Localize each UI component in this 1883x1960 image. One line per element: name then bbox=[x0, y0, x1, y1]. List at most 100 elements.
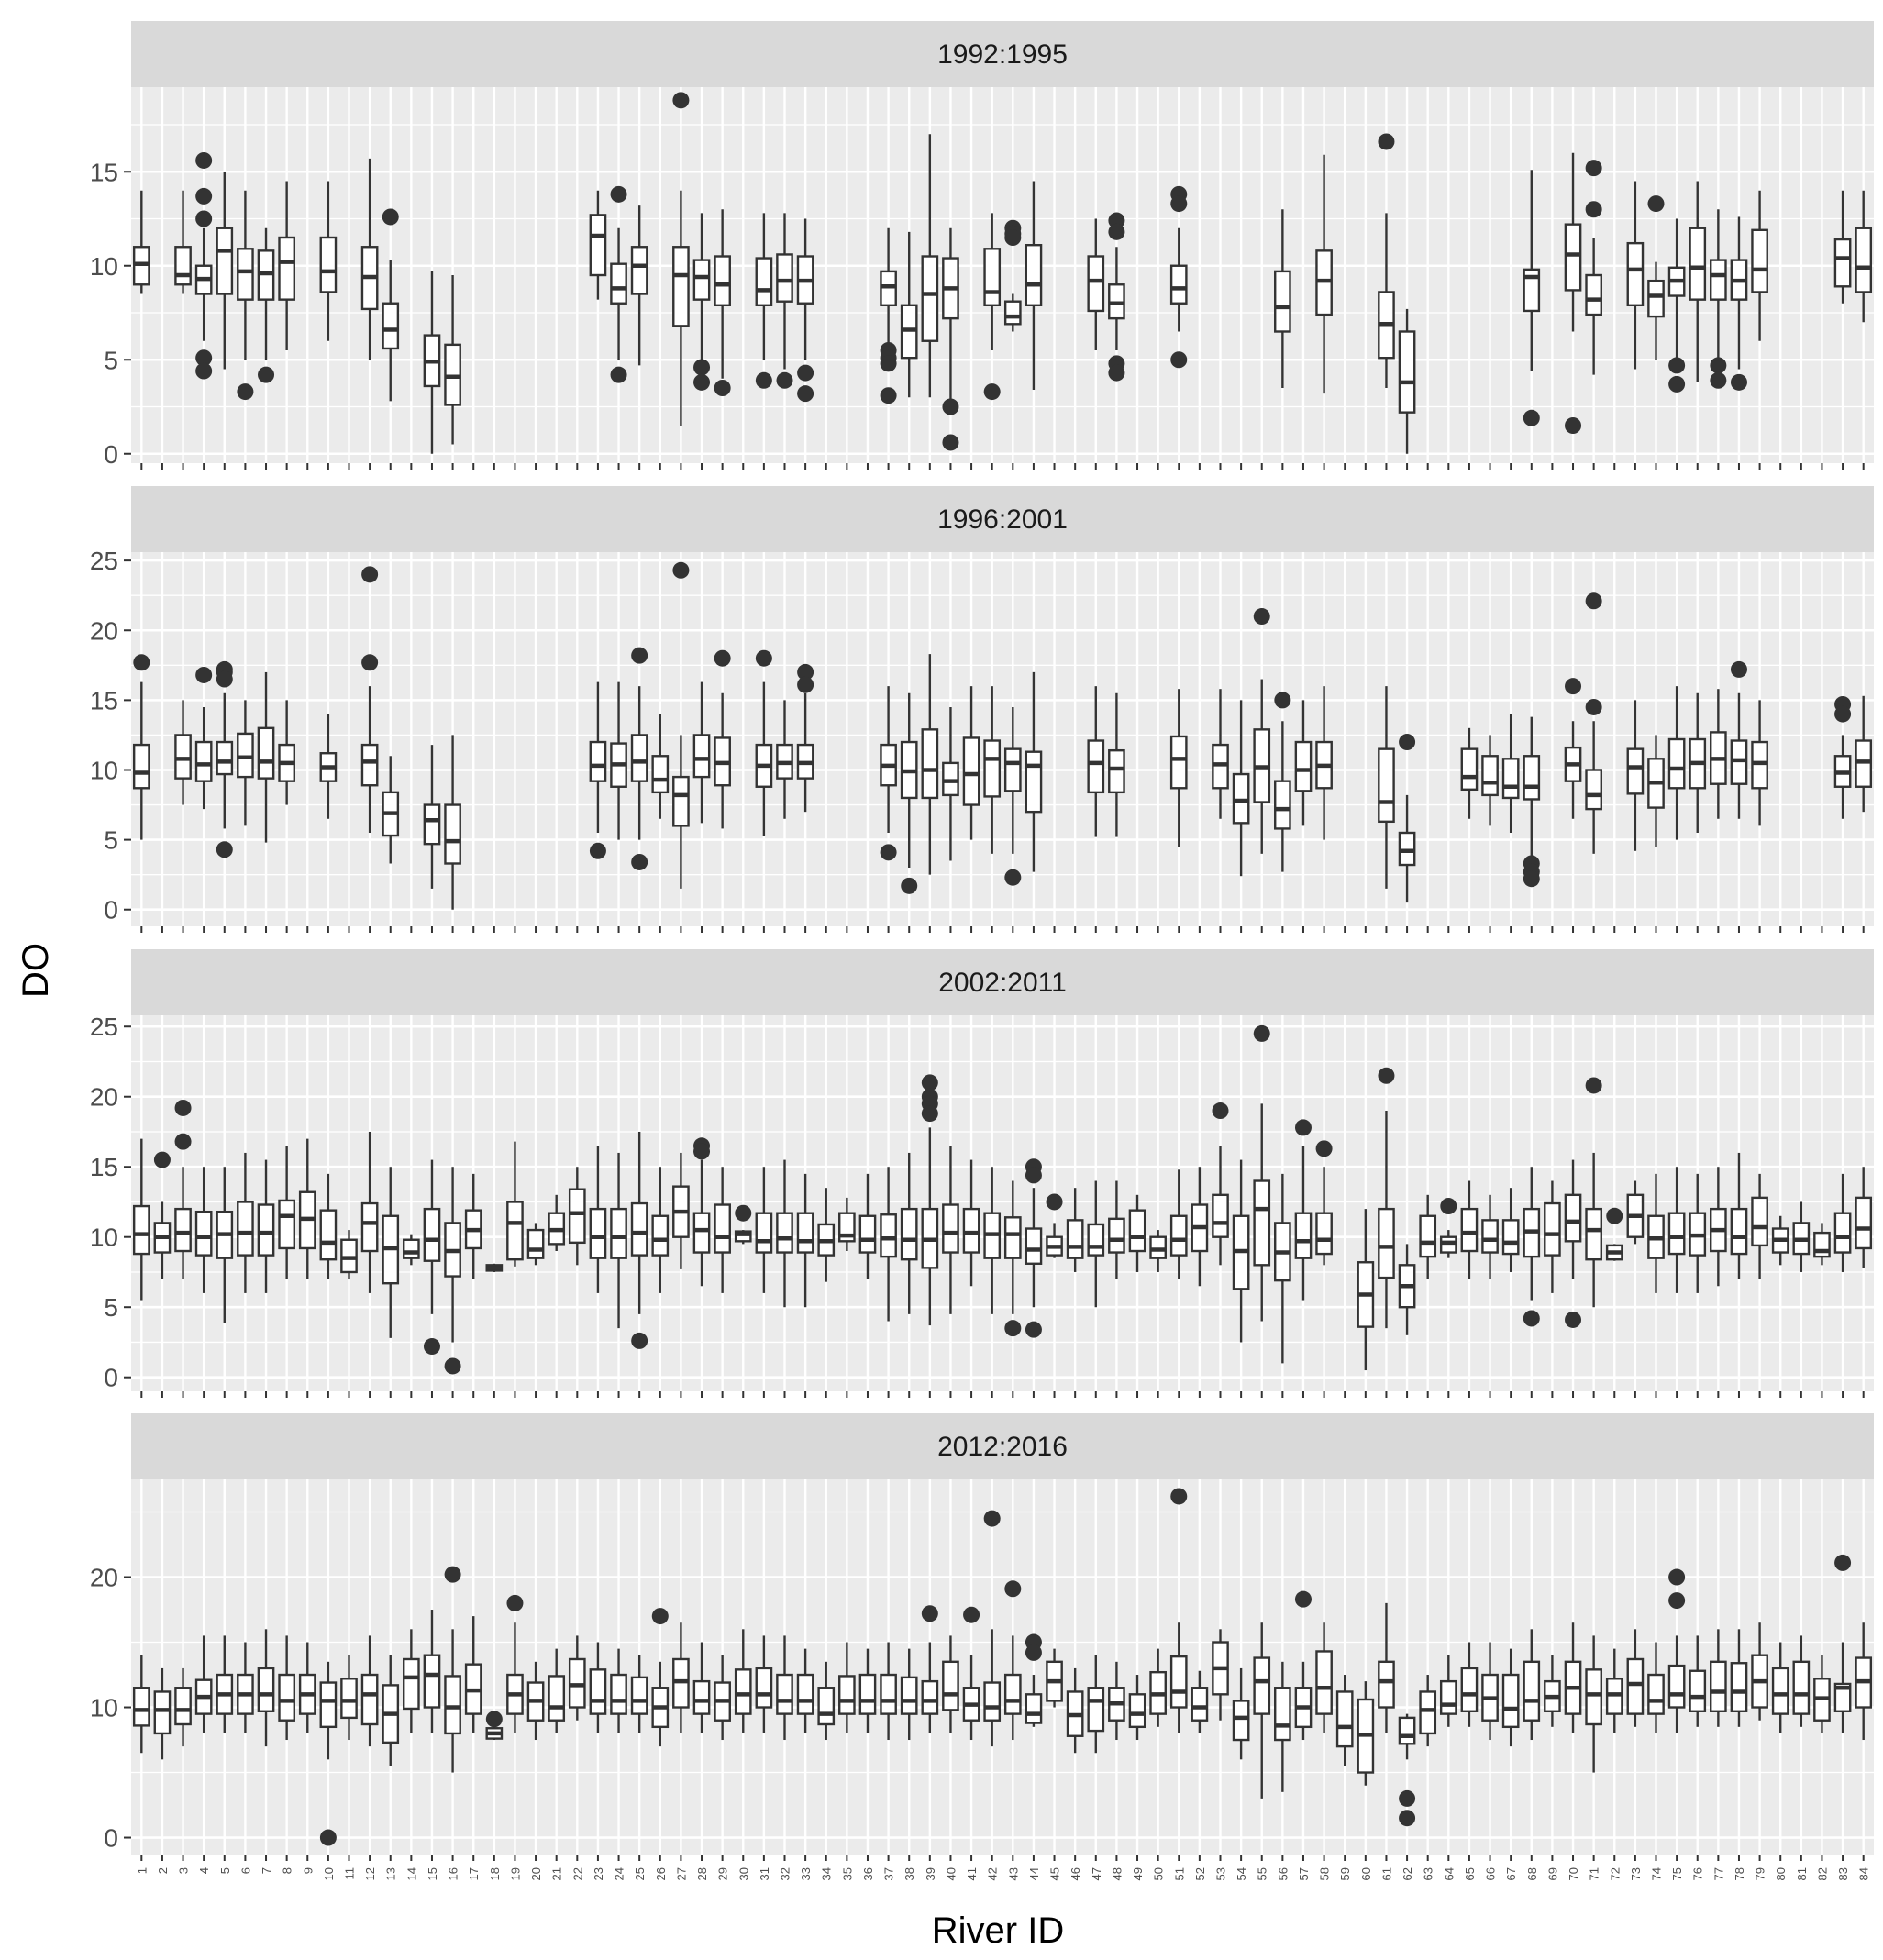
box-iqr bbox=[548, 1675, 566, 1722]
box-iqr bbox=[983, 1681, 1002, 1722]
box-river-17 bbox=[464, 1616, 482, 1733]
x-tick-label: 61 bbox=[1379, 1867, 1393, 1880]
box-river-61 bbox=[1378, 1067, 1395, 1329]
box-river-50 bbox=[1149, 1230, 1167, 1272]
outlier-point bbox=[1585, 592, 1602, 610]
box-river-42 bbox=[983, 1510, 1002, 1747]
outlier-point bbox=[1668, 1592, 1686, 1610]
box-iqr bbox=[1460, 1667, 1479, 1712]
x-tick-label: 34 bbox=[820, 1867, 834, 1880]
outlier-point bbox=[216, 841, 233, 858]
box-iqr bbox=[1025, 1227, 1043, 1265]
box-iqr bbox=[1169, 1655, 1188, 1709]
box-river-62 bbox=[1398, 1244, 1416, 1335]
box-iqr bbox=[1378, 1660, 1395, 1709]
box-river-20 bbox=[526, 1661, 545, 1741]
box-river-31 bbox=[755, 1635, 773, 1733]
box-river-24 bbox=[610, 681, 627, 840]
box-iqr bbox=[1833, 1212, 1852, 1254]
outlier-point bbox=[672, 92, 690, 109]
outlier-point bbox=[1585, 698, 1602, 715]
box-iqr bbox=[1481, 755, 1499, 797]
outlier-point bbox=[1730, 660, 1747, 678]
box-iqr bbox=[340, 1678, 358, 1720]
outlier-point bbox=[506, 1594, 524, 1611]
box-iqr bbox=[1232, 772, 1250, 825]
box-river-6 bbox=[237, 1642, 254, 1733]
box-iqr bbox=[1585, 769, 1602, 811]
box-river-4 bbox=[194, 666, 213, 810]
outlier-point bbox=[1170, 351, 1188, 369]
box-iqr bbox=[194, 1210, 213, 1257]
box-river-2 bbox=[153, 1151, 172, 1279]
box-iqr bbox=[755, 1212, 773, 1254]
outlier-point bbox=[1108, 212, 1125, 229]
panel-background bbox=[131, 552, 1874, 926]
box-river-69 bbox=[1544, 1180, 1561, 1293]
y-tick-label: 15 bbox=[90, 686, 118, 714]
box-river-73 bbox=[1626, 181, 1645, 370]
box-river-55 bbox=[1253, 1622, 1271, 1799]
box-river-69 bbox=[1544, 1655, 1561, 1727]
x-tick-label: 7 bbox=[260, 1867, 273, 1874]
box-iqr bbox=[589, 1668, 607, 1715]
box-iqr bbox=[174, 1207, 192, 1253]
box-river-21 bbox=[548, 1648, 566, 1733]
box-river-47 bbox=[1087, 218, 1105, 350]
box-river-10 bbox=[319, 181, 338, 341]
x-tick-label: 73 bbox=[1629, 1867, 1643, 1880]
outlier-point bbox=[174, 1099, 192, 1116]
box-river-11 bbox=[340, 1230, 358, 1279]
facet-panel: 2002:2011 0 5 10 15 20 25 bbox=[90, 949, 1874, 1398]
outlier-point bbox=[195, 666, 213, 683]
box-river-22 bbox=[568, 1635, 586, 1721]
facet-strip-label: 1996:2001 bbox=[937, 504, 1068, 535]
box-river-37 bbox=[880, 686, 897, 861]
box-river-33 bbox=[796, 1648, 814, 1733]
box-river-19 bbox=[506, 1594, 524, 1733]
outlier-point bbox=[714, 380, 731, 396]
box-iqr bbox=[1315, 1650, 1333, 1715]
box-river-78 bbox=[1730, 216, 1748, 391]
x-tick-label: 54 bbox=[1235, 1867, 1248, 1880]
box-iqr bbox=[1523, 268, 1541, 313]
outlier-point bbox=[1294, 1590, 1312, 1608]
box-river-48 bbox=[1108, 1180, 1125, 1279]
y-tick-label: 20 bbox=[90, 616, 118, 645]
box-river-48 bbox=[1108, 1661, 1125, 1741]
y-tick-label: 0 bbox=[104, 896, 118, 925]
box-river-67 bbox=[1501, 1648, 1520, 1747]
box-river-21 bbox=[548, 1194, 566, 1252]
box-river-52 bbox=[1191, 1670, 1209, 1733]
box-river-84 bbox=[1855, 1622, 1873, 1741]
box-river-44 bbox=[1025, 671, 1043, 872]
outlier-point bbox=[1378, 133, 1395, 150]
box-river-36 bbox=[858, 1648, 877, 1733]
box-river-50 bbox=[1149, 1648, 1167, 1727]
x-tick-label: 16 bbox=[447, 1867, 460, 1880]
box-river-5 bbox=[216, 172, 234, 370]
box-river-56 bbox=[1274, 209, 1291, 388]
box-iqr bbox=[1212, 743, 1229, 790]
outlier-point bbox=[237, 383, 254, 401]
box-iqr bbox=[1439, 1679, 1457, 1715]
box-river-15 bbox=[423, 745, 441, 889]
x-tick-label: 77 bbox=[1711, 1867, 1725, 1880]
box-iqr bbox=[1003, 747, 1022, 792]
box-iqr bbox=[132, 1687, 150, 1727]
facet-strip bbox=[131, 486, 1874, 552]
box-iqr bbox=[755, 1667, 773, 1709]
box-river-71 bbox=[1585, 160, 1602, 375]
outlier-point bbox=[755, 371, 772, 389]
x-tick-label: 84 bbox=[1857, 1867, 1871, 1880]
box-iqr bbox=[962, 1207, 980, 1254]
box-iqr bbox=[1855, 739, 1873, 788]
x-tick-label: 79 bbox=[1754, 1867, 1767, 1880]
box-river-41 bbox=[962, 1159, 980, 1287]
x-tick-label: 19 bbox=[508, 1867, 522, 1880]
x-tick-label: 17 bbox=[467, 1867, 481, 1880]
box-river-38 bbox=[900, 1152, 918, 1314]
x-tick-label: 81 bbox=[1795, 1867, 1809, 1880]
outlier-point bbox=[1585, 1077, 1602, 1094]
x-tick-label: 50 bbox=[1152, 1867, 1166, 1880]
